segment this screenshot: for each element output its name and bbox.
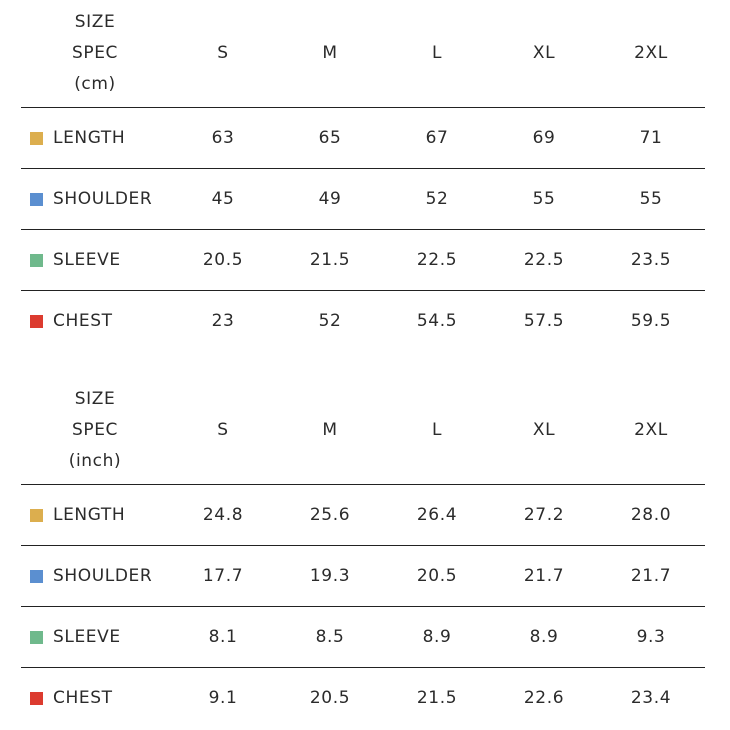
table-cell: 22.5 <box>523 250 565 270</box>
table-cell: 21.7 <box>523 566 565 586</box>
table-row-length: LENGTH 24.8 25.6 26.4 27.2 28.0 <box>21 485 705 546</box>
row-label: CHEST <box>53 311 113 331</box>
size-column-header: 2XL <box>634 420 668 440</box>
table-cell: 20.5 <box>416 566 458 586</box>
table-cell: 54.5 <box>416 311 458 331</box>
table-cell: 27.2 <box>523 505 565 525</box>
table-cell: 20.5 <box>202 250 244 270</box>
size-table-cm: SIZE SPEC (cm) S M L XL 2XL LENGTH 63 65… <box>21 0 705 352</box>
table-cell: 25.6 <box>309 505 351 525</box>
size-table-inch: SIZE SPEC (inch) S M L XL 2XL LENGTH 24.… <box>21 377 705 729</box>
size-column-header: L <box>431 420 443 440</box>
table-cell: 55 <box>532 189 556 209</box>
table-row-chest: CHEST 9.1 20.5 21.5 22.6 23.4 <box>21 668 705 729</box>
table-cell: 26.4 <box>416 505 458 525</box>
row-label: SHOULDER <box>53 566 153 586</box>
table-cell: 23.5 <box>630 250 672 270</box>
table-cell: 21.5 <box>416 688 458 708</box>
size-column-header: L <box>431 43 443 63</box>
header-line: SPEC <box>71 420 119 440</box>
table-cell: 17.7 <box>202 566 244 586</box>
table-row-chest: CHEST 23 52 54.5 57.5 59.5 <box>21 291 705 352</box>
table-cell: 28.0 <box>630 505 672 525</box>
row-label: SLEEVE <box>53 250 121 270</box>
table-cell: 63 <box>211 128 235 148</box>
size-column-header: M <box>322 420 338 440</box>
row-label: LENGTH <box>53 128 126 148</box>
size-column-header: S <box>217 420 229 440</box>
table-cell: 52 <box>425 189 449 209</box>
table-cell: 45 <box>211 189 235 209</box>
table-cell: 9.1 <box>208 688 238 708</box>
table-header: SIZE SPEC (cm) S M L XL 2XL <box>21 0 705 108</box>
table-cell: 69 <box>532 128 556 148</box>
table-cell: 59.5 <box>630 311 672 331</box>
size-column-header: XL <box>532 420 556 440</box>
color-swatch <box>30 254 43 267</box>
table-cell: 8.9 <box>422 627 452 647</box>
table-cell: 9.3 <box>636 627 666 647</box>
table-cell: 71 <box>639 128 663 148</box>
row-label: SHOULDER <box>53 189 153 209</box>
table-cell: 23.4 <box>630 688 672 708</box>
table-cell: 20.5 <box>309 688 351 708</box>
header-line: SIZE <box>74 12 116 32</box>
color-swatch <box>30 692 43 705</box>
row-label: LENGTH <box>53 505 126 525</box>
color-swatch <box>30 132 43 145</box>
header-line: (cm) <box>74 74 116 94</box>
table-cell: 23 <box>211 311 235 331</box>
size-column-header: XL <box>532 43 556 63</box>
color-swatch <box>30 315 43 328</box>
header-line: SIZE <box>74 389 116 409</box>
color-swatch <box>30 631 43 644</box>
row-label: SLEEVE <box>53 627 121 647</box>
header-line: (inch) <box>68 451 122 471</box>
table-cell: 49 <box>318 189 342 209</box>
spec-header-label: SIZE SPEC (cm) <box>55 7 135 100</box>
table-row-sleeve: SLEEVE 8.1 8.5 8.9 8.9 9.3 <box>21 607 705 668</box>
color-swatch <box>30 193 43 206</box>
table-row-length: LENGTH 63 65 67 69 71 <box>21 108 705 169</box>
table-cell: 8.9 <box>529 627 559 647</box>
table-cell: 21.5 <box>309 250 351 270</box>
size-column-header: 2XL <box>634 43 668 63</box>
table-row-shoulder: SHOULDER 17.7 19.3 20.5 21.7 21.7 <box>21 546 705 607</box>
table-cell: 24.8 <box>202 505 244 525</box>
spec-header-label: SIZE SPEC (inch) <box>55 384 135 477</box>
table-row-shoulder: SHOULDER 45 49 52 55 55 <box>21 169 705 230</box>
size-column-header: M <box>322 43 338 63</box>
color-swatch <box>30 509 43 522</box>
size-column-header: S <box>217 43 229 63</box>
table-cell: 22.5 <box>416 250 458 270</box>
row-label: CHEST <box>53 688 113 708</box>
header-line: SPEC <box>71 43 119 63</box>
table-cell: 21.7 <box>630 566 672 586</box>
table-cell: 57.5 <box>523 311 565 331</box>
table-cell: 19.3 <box>309 566 351 586</box>
table-cell: 52 <box>318 311 342 331</box>
table-cell: 65 <box>318 128 342 148</box>
table-cell: 8.5 <box>315 627 345 647</box>
table-row-sleeve: SLEEVE 20.5 21.5 22.5 22.5 23.5 <box>21 230 705 291</box>
table-cell: 8.1 <box>208 627 238 647</box>
color-swatch <box>30 570 43 583</box>
table-cell: 55 <box>639 189 663 209</box>
table-cell: 22.6 <box>523 688 565 708</box>
table-cell: 67 <box>425 128 449 148</box>
table-header: SIZE SPEC (inch) S M L XL 2XL <box>21 377 705 485</box>
